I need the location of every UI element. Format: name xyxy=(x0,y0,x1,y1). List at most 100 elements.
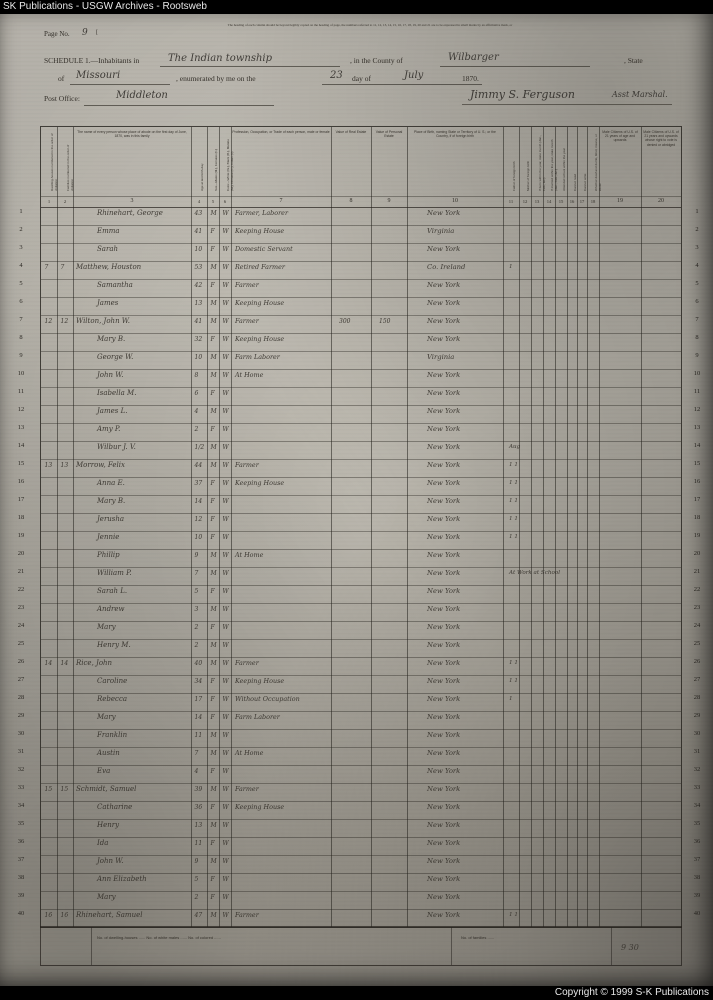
table-cell-entry: W xyxy=(222,803,229,811)
row-number-left: 1 xyxy=(19,208,23,215)
state-rule xyxy=(70,84,170,85)
table-cell-entry: 8 xyxy=(194,371,199,379)
table-cell-entry: New York xyxy=(427,461,461,469)
row-rule xyxy=(41,855,681,856)
schedule-label: SCHEDULE 1.—Inhabitants in xyxy=(44,56,140,65)
table-cell-entry: F xyxy=(210,497,215,505)
table-cell-entry: Mary B. xyxy=(97,497,126,505)
summary-right-note: No. of families ...... xyxy=(461,935,495,940)
table-cell-entry: New York xyxy=(427,641,461,649)
table-cell-entry: F xyxy=(210,893,215,901)
table-cell-entry: W xyxy=(222,407,229,415)
table-cell-entry: F xyxy=(210,713,215,721)
table-cell-entry: At Home xyxy=(235,551,264,559)
table-cell-entry: 47 xyxy=(194,911,203,919)
column-number: 17 xyxy=(579,199,585,204)
column-number: 16 xyxy=(569,199,575,204)
table-cell-entry: W xyxy=(222,641,229,649)
table-cell-entry: Eva xyxy=(97,767,111,775)
table-cell-entry: 2 xyxy=(194,623,199,631)
table-cell-entry: New York xyxy=(427,569,461,577)
table-cell-entry: 1 xyxy=(509,695,513,702)
table-cell-entry: New York xyxy=(427,389,461,397)
post-office-value: Middleton xyxy=(116,90,168,101)
post-office-label: Post Office: xyxy=(44,94,80,103)
column-number: 19 xyxy=(617,198,623,204)
marshal-title: Asst Marshal. xyxy=(612,90,668,99)
row-number-left: 5 xyxy=(19,280,23,287)
table-cell-entry: New York xyxy=(427,443,461,451)
column-header: The name of every person whose place of … xyxy=(77,130,187,139)
table-cell-entry: 9 xyxy=(194,551,199,559)
table-cell-entry: 15 xyxy=(44,785,53,793)
table-cell-entry: Farmer, Laborer xyxy=(235,209,289,217)
state-value: Missouri xyxy=(76,70,121,81)
table-cell-entry: F xyxy=(210,515,215,523)
table-cell-entry: New York xyxy=(427,821,461,829)
column-rule xyxy=(543,127,544,927)
row-rule xyxy=(41,423,681,424)
table-cell-entry: W xyxy=(222,245,229,253)
table-cell-entry: W xyxy=(222,623,229,631)
row-number-left: 12 xyxy=(17,406,25,413)
column-rule xyxy=(57,127,58,927)
table-cell-entry: M xyxy=(210,317,217,325)
table-cell-entry: New York xyxy=(427,911,461,919)
row-number-left: 27 xyxy=(17,676,25,683)
table-cell-entry: 12 xyxy=(60,317,69,325)
table-cell-entry: 11 xyxy=(194,731,203,739)
column-number: 5 xyxy=(211,199,215,204)
table-cell-entry: Keeping House xyxy=(235,677,285,685)
table-cell-entry: 9 xyxy=(194,857,199,865)
row-number-right: 21 xyxy=(693,568,701,575)
row-number-right: 37 xyxy=(693,856,701,863)
row-rule xyxy=(41,909,681,910)
table-cell-entry: New York xyxy=(427,893,461,901)
table-cell-entry: 10 xyxy=(194,245,203,253)
row-number-left: 26 xyxy=(17,658,25,665)
column-rule xyxy=(73,127,74,927)
table-cell-entry: New York xyxy=(427,281,461,289)
column-number: 8 xyxy=(349,198,353,204)
row-rule xyxy=(41,819,681,820)
table-cell-entry: 1 1 xyxy=(509,515,518,522)
table-cell-entry: Farmer xyxy=(235,911,259,919)
table-cell-entry: F xyxy=(210,335,215,343)
year-value: 1870. xyxy=(462,74,479,83)
row-rule xyxy=(41,927,681,928)
table-cell-entry: New York xyxy=(427,839,461,847)
row-number-right: 15 xyxy=(693,460,701,467)
table-cell-entry: New York xyxy=(427,857,461,865)
row-number-left: 9 xyxy=(19,352,23,359)
table-cell-entry: 1 xyxy=(509,263,513,270)
table-cell-entry: 14 xyxy=(194,497,203,505)
table-cell-entry: 150 xyxy=(379,317,391,325)
row-number-right: 22 xyxy=(693,586,701,593)
table-cell-entry: New York xyxy=(427,335,461,343)
table-cell-entry: M xyxy=(210,299,217,307)
table-cell-entry: Isabella M. xyxy=(97,389,137,397)
table-cell-entry: W xyxy=(222,821,229,829)
table-cell-entry: F xyxy=(210,425,215,433)
table-cell-entry: Matthew, Houston xyxy=(76,263,142,271)
row-number-right: 23 xyxy=(693,604,701,611)
table-cell-entry: 16 xyxy=(44,911,53,919)
table-cell-entry: John W. xyxy=(97,857,124,865)
row-number-right: 29 xyxy=(693,712,701,719)
table-cell-entry: W xyxy=(222,749,229,757)
table-cell-entry: W xyxy=(222,839,229,847)
column-header: Age at last birth-day xyxy=(199,163,204,191)
table-cell-entry: M xyxy=(210,407,217,415)
row-rule xyxy=(41,603,681,604)
day-value: 23 xyxy=(330,70,343,81)
table-cell-entry: W xyxy=(222,353,229,361)
column-header: Mother of foreign birth xyxy=(525,160,530,191)
row-number-left: 36 xyxy=(17,838,25,845)
table-cell-entry: New York xyxy=(427,515,461,523)
column-number: 15 xyxy=(558,199,564,204)
table-cell-entry: Henry xyxy=(97,821,120,829)
row-rule xyxy=(41,657,681,658)
table-cell-entry: New York xyxy=(427,695,461,703)
table-cell-entry: Farmer xyxy=(235,317,259,325)
